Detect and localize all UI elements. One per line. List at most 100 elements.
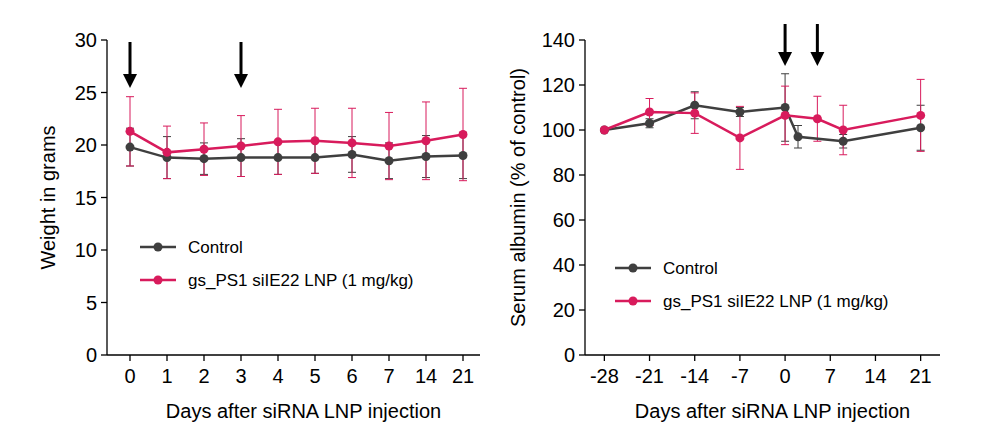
- marker: [794, 132, 803, 141]
- error-cap: [813, 141, 821, 142]
- error-cap: [126, 166, 134, 167]
- marker: [348, 138, 357, 147]
- x-tick-label: -14: [680, 365, 709, 387]
- x-tick-label: 0: [780, 365, 791, 387]
- marker: [781, 111, 790, 120]
- x-tick-label: 7: [383, 365, 394, 387]
- x-tick-label: -28: [590, 365, 619, 387]
- x-tick: [784, 355, 785, 361]
- x-tick-label: 4: [272, 365, 283, 387]
- x-tick-label: -7: [731, 365, 749, 387]
- y-tick: [579, 219, 585, 220]
- marker: [422, 152, 431, 161]
- marker: [600, 126, 609, 135]
- error-cap: [274, 174, 282, 175]
- y-tick: [579, 174, 585, 175]
- marker: [311, 153, 320, 162]
- y-tick-label: 140: [542, 29, 575, 51]
- marker: [274, 137, 283, 146]
- error-bar: [237, 116, 245, 177]
- y-tick: [101, 354, 107, 355]
- injection-arrow: [778, 24, 792, 66]
- marker: [237, 153, 246, 162]
- x-tick: [920, 355, 921, 361]
- error-cap: [163, 178, 171, 179]
- x-tick-label: 3: [235, 365, 246, 387]
- error-cap: [691, 92, 699, 93]
- legend-label: gs_PS1 siIE22 LNP (1 mg/kg): [663, 292, 889, 311]
- x-tick: [830, 355, 831, 361]
- marker: [237, 142, 246, 151]
- arrow-shaft: [129, 42, 132, 76]
- marker: [126, 127, 135, 136]
- injection-arrow: [123, 42, 137, 88]
- error-cap: [459, 180, 467, 181]
- marker: [600, 126, 609, 135]
- legend-marker: [154, 276, 163, 285]
- x-tick: [129, 355, 130, 361]
- x-tick-label: 14: [864, 365, 886, 387]
- marker: [735, 133, 744, 142]
- error-cap: [691, 91, 699, 92]
- figure: 051015202530012345671421Days after siRNA…: [0, 0, 1008, 431]
- y-tick-label: 30: [75, 29, 97, 51]
- marker: [839, 137, 848, 146]
- legend-marker: [154, 243, 163, 252]
- error-cap: [237, 176, 245, 177]
- error-bar: [274, 109, 282, 174]
- y-tick: [101, 302, 107, 303]
- error-cap: [781, 86, 789, 87]
- y-tick-label: 25: [75, 82, 97, 104]
- marker: [311, 136, 320, 145]
- injection-arrow: [810, 24, 824, 66]
- error-cap: [736, 106, 744, 107]
- error-cap: [274, 109, 282, 110]
- marker: [459, 151, 468, 160]
- y-tick-label: 60: [553, 209, 575, 231]
- y-tick: [101, 197, 107, 198]
- error-cap: [781, 73, 789, 74]
- series-line: [130, 147, 463, 161]
- x-axis-label: Days after siRNA LNP injection: [635, 400, 910, 422]
- marker: [385, 142, 394, 151]
- y-axis: [584, 40, 585, 355]
- error-cap: [274, 174, 282, 175]
- y-tick: [101, 144, 107, 145]
- series-line: [604, 105, 920, 141]
- x-tick-label: 14: [415, 365, 437, 387]
- error-cap: [237, 176, 245, 177]
- error-cap: [839, 105, 847, 106]
- x-tick-label: 21: [452, 365, 474, 387]
- chart-panel: 051015202530012345671421Days after siRNA…: [37, 29, 480, 422]
- x-tick-label: 1: [161, 365, 172, 387]
- arrow-head: [123, 74, 137, 88]
- error-bar: [781, 86, 789, 145]
- marker: [690, 109, 699, 118]
- y-axis-label: Serum albumin (% of control): [507, 68, 529, 327]
- legend-label: gs_PS1 siIE22 LNP (1 mg/kg): [188, 271, 414, 290]
- x-tick: [604, 355, 605, 361]
- marker: [385, 156, 394, 165]
- error-cap: [781, 144, 789, 145]
- y-tick-label: 10: [75, 239, 97, 261]
- x-tick: [203, 355, 204, 361]
- error-bar: [839, 105, 847, 155]
- y-tick: [579, 354, 585, 355]
- marker: [645, 119, 654, 128]
- error-cap: [813, 96, 821, 97]
- error-cap: [163, 126, 171, 127]
- plot-area: [126, 88, 468, 180]
- error-cap: [200, 175, 208, 176]
- error-cap: [311, 108, 319, 109]
- arrow-head: [234, 74, 248, 88]
- marker: [781, 103, 790, 112]
- x-tick: [277, 355, 278, 361]
- x-tick: [694, 355, 695, 361]
- y-tick-label: 20: [75, 134, 97, 156]
- y-tick-label: 0: [86, 344, 97, 366]
- error-bar: [736, 108, 744, 117]
- error-bar: [736, 106, 744, 169]
- error-cap: [385, 179, 393, 180]
- y-tick: [579, 309, 585, 310]
- y-tick-label: 100: [542, 119, 575, 141]
